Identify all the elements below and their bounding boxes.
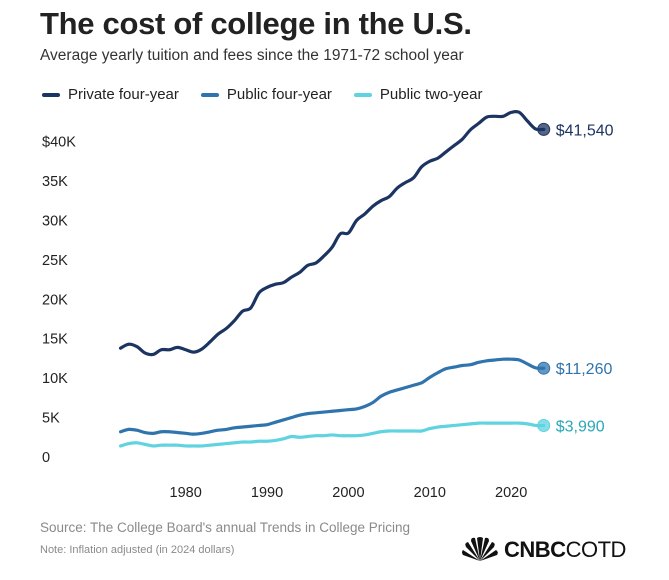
inflation-note: Note: Inflation adjusted (in 2024 dollar…: [40, 544, 235, 556]
y-tick-label: $40K: [42, 135, 76, 151]
legend-swatch-public-four-year: [200, 92, 219, 97]
chart-title: The cost of college in the U.S.: [40, 6, 472, 41]
series-line-private: [118, 109, 546, 357]
x-tick-label: 1980: [170, 485, 202, 501]
series-end-label-public2: $3,990: [556, 419, 605, 436]
series-line-public4: [118, 357, 546, 436]
y-tick-label: 10K: [42, 371, 68, 387]
x-tick-label: 2000: [332, 485, 364, 501]
peacock-icon: [462, 537, 498, 561]
legend-swatch-private: [42, 92, 60, 97]
source-note: Source: The College Board's annual Trend…: [40, 520, 411, 535]
legend-swatch-public-two-year: [353, 92, 372, 97]
y-tick-label: 15K: [42, 332, 68, 348]
y-tick-label: 35K: [42, 174, 68, 190]
series-end-marker-public4: [537, 361, 551, 375]
series-end-marker-public2: [537, 419, 551, 433]
legend-item-public-four-year: Public four-year: [200, 86, 332, 103]
legend-label-public-two-year: Public two-year: [379, 86, 483, 103]
y-tick-label: 25K: [42, 253, 68, 269]
series-end-label-public4: $11,260: [556, 361, 613, 378]
y-tick-label: 5K: [42, 411, 60, 427]
logo-text-cnbc: CNBC: [504, 537, 566, 562]
legend: Private four-year Public four-year Publi…: [42, 86, 482, 103]
legend-item-private: Private four-year: [42, 86, 179, 103]
series-end-marker-private: [537, 122, 551, 136]
legend-label-public-four-year: Public four-year: [226, 86, 332, 103]
logo-text-cotd: COTD: [565, 537, 627, 562]
cnbc-logo: CNBCCOTD: [460, 537, 626, 563]
chart-subtitle: Average yearly tuition and fees since th…: [40, 47, 464, 64]
y-tick-label: 20K: [42, 292, 68, 308]
legend-item-public-two-year: Public two-year: [353, 86, 483, 103]
x-tick-label: 2020: [495, 485, 527, 501]
y-tick-label: 0: [42, 450, 50, 466]
series-line-public2: [118, 421, 546, 448]
y-tick-label: 30K: [42, 213, 68, 229]
legend-label-private: Private four-year: [68, 86, 179, 103]
x-tick-label: 2010: [414, 485, 446, 501]
x-tick-label: 1990: [251, 485, 283, 501]
series-end-label-private: $41,540: [556, 122, 614, 139]
